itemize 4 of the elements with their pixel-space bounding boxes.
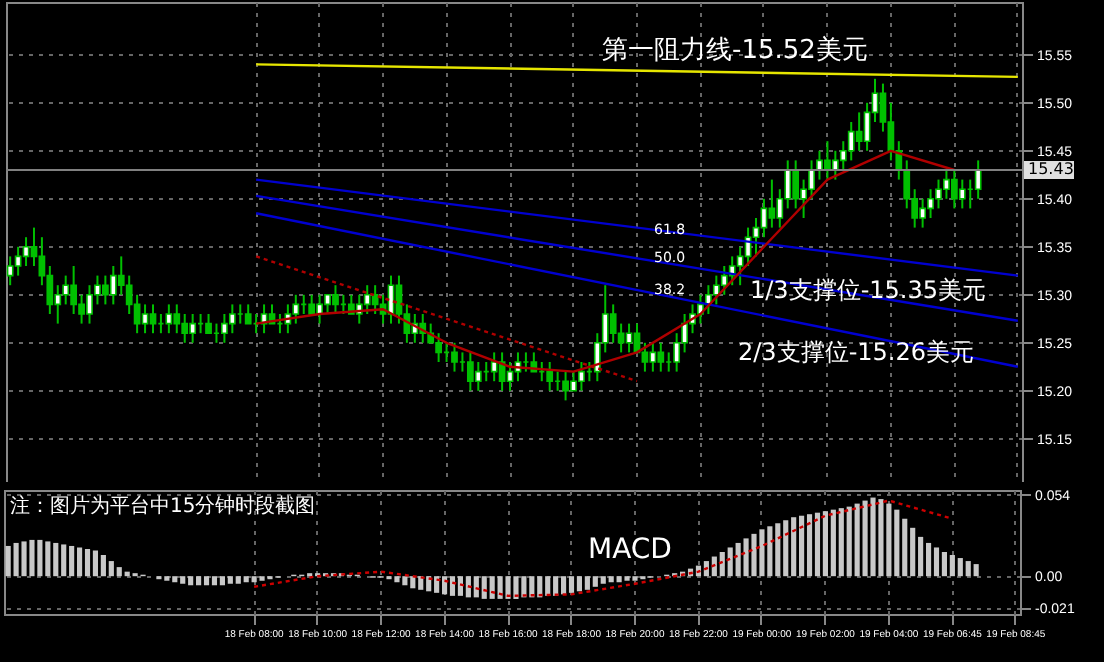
annotation: 第一阻力线-15.52美元 [602, 34, 868, 66]
annotation: 注：图片为平台中15分钟时段截图 [10, 494, 316, 518]
ref-line-label: 15.43 [1028, 160, 1074, 178]
annotation: MACD [588, 534, 672, 566]
